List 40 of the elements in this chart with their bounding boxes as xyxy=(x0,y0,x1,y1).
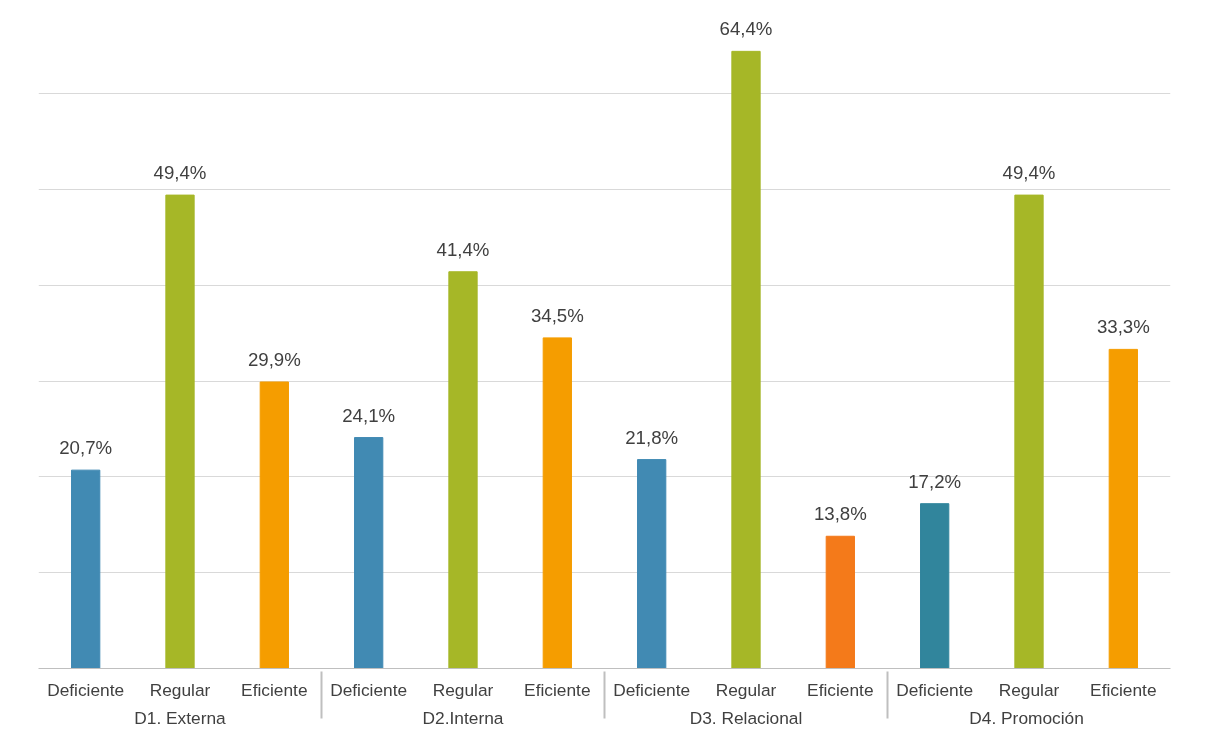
series-label: Deficiente xyxy=(47,679,125,700)
text: Eficiente xyxy=(807,679,874,700)
text: Deficiente xyxy=(896,679,974,700)
x-tick-label: D1. Externa xyxy=(134,707,227,728)
bar xyxy=(165,194,195,669)
x-tick-label: D4. Promoción xyxy=(969,707,1084,728)
data-label: 34,5% xyxy=(530,304,584,326)
data-label: 41,4% xyxy=(436,238,490,260)
text: Regular xyxy=(715,679,777,700)
text: Deficiente xyxy=(330,679,408,700)
data-label: 49,4% xyxy=(1002,162,1056,184)
data-label: 49,4% xyxy=(153,162,207,184)
series-label: Regular xyxy=(149,679,211,700)
bar xyxy=(542,337,572,669)
series-label: Eficiente xyxy=(241,679,308,700)
text: Regular xyxy=(432,679,494,700)
bar xyxy=(637,459,667,669)
data-label: 33,3% xyxy=(1096,316,1150,338)
bar xyxy=(920,503,950,669)
data-label: 17,2% xyxy=(908,470,962,492)
data-label: 21,8% xyxy=(625,426,679,448)
bar xyxy=(825,535,855,669)
x-tick-label: D2.Interna xyxy=(422,707,504,728)
text: Eficiente xyxy=(524,679,591,700)
text: Regular xyxy=(998,679,1060,700)
x-tick-label: D3. Relacional xyxy=(689,707,803,728)
bar xyxy=(731,50,761,669)
data-label: 24,1% xyxy=(342,404,396,426)
bar xyxy=(1014,194,1044,669)
data-label: 64,4% xyxy=(719,18,773,40)
bar xyxy=(354,437,384,669)
text: Deficiente xyxy=(613,679,691,700)
data-label: 29,9% xyxy=(247,348,301,370)
data-label: 13,8% xyxy=(813,503,867,525)
bar xyxy=(71,469,101,669)
text: Eficiente xyxy=(1090,679,1157,700)
bar xyxy=(448,271,478,669)
bar xyxy=(259,381,289,669)
data-label: 20,7% xyxy=(59,437,113,459)
bar xyxy=(1108,348,1138,669)
